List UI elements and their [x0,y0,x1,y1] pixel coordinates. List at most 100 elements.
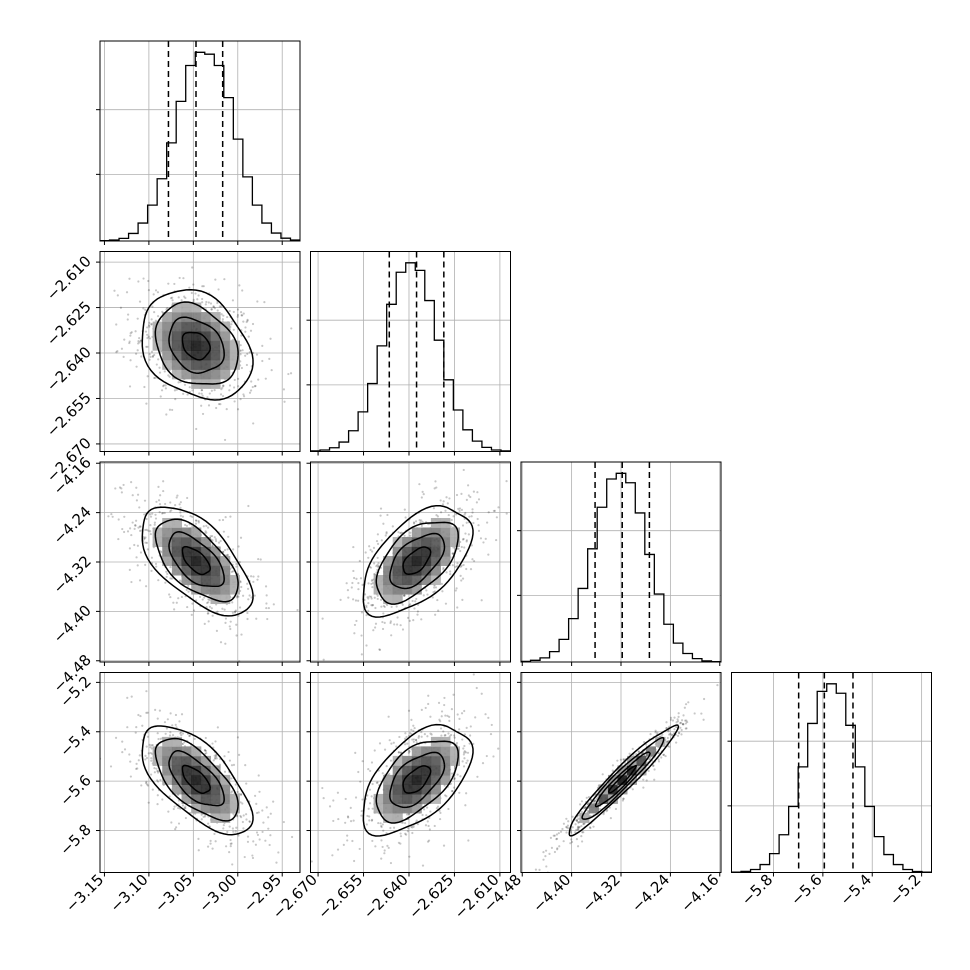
scatter-point [213,536,216,539]
contour-line [375,521,459,605]
scatter-point [561,827,564,831]
scatter-point [211,534,214,538]
scatter-point [437,609,440,612]
scatter-point [225,408,228,411]
scatter-point [149,746,152,749]
scatter-point [332,819,335,823]
scatter-point [676,718,679,721]
scatter-point [365,823,368,826]
scatter-point [364,551,367,554]
scatter-point [163,721,167,724]
scatter-point [686,720,689,724]
contours [362,723,474,837]
scatter-point [652,764,655,767]
scatter-point [358,847,361,851]
density-cell [210,594,221,605]
density-cell [430,537,441,548]
scatter-point [251,385,254,389]
scatter-point [179,506,182,509]
scatter-point [204,749,208,753]
scatter-point [256,833,260,837]
density-cell [181,793,192,804]
scatter-point [665,721,668,724]
scatter-point [399,835,403,838]
scatter-point [461,738,464,741]
density-cell [229,575,240,586]
scatter-point [538,868,541,871]
scatter-point [376,533,379,536]
scatter-point [435,486,438,489]
scatter-point [442,844,446,847]
scatter-point [455,513,458,516]
density-cell [191,340,202,351]
scatter-point [465,792,468,795]
density-cell [162,517,173,528]
scatter-point [141,724,144,727]
scatter-point [161,511,165,515]
scatter-point [480,692,483,695]
scatter-point [366,794,369,797]
density-cell [383,803,394,814]
scatter-point [210,308,213,311]
density-cell [392,803,403,814]
contours [141,725,254,836]
density-cell [152,537,163,548]
scatter-point [130,481,133,484]
scatter-point [412,724,415,727]
scatter-point [183,383,187,386]
contour-line [608,764,638,794]
scatter-point [129,527,132,530]
scatter-point [239,801,242,804]
scatter-point [433,487,436,490]
scatter-point [123,748,127,751]
scatter-point [191,515,194,519]
scatter-point [679,726,682,729]
scatter-point [239,793,243,796]
scatter-point [444,733,447,737]
scatter-point [229,838,232,842]
scatter-point [429,810,432,813]
scatter-point [352,569,355,573]
scatter-point [222,384,225,388]
scatter-point [453,734,456,737]
scatter-point [413,607,416,610]
scatter-point [359,577,363,580]
scatter-point [450,708,454,711]
scatter-point [375,539,379,543]
scatter-point [444,714,447,717]
scatter-point [165,308,168,311]
scatter-point [234,783,237,786]
scatter-point [267,606,270,610]
scatter-point [354,599,358,602]
scatter-point [419,521,422,524]
scatter-point [469,568,473,571]
scatter-point [578,825,581,829]
scatter-point [497,506,500,509]
scatter-point [175,826,178,829]
scatter-point [377,562,380,565]
scatter-point [389,621,392,625]
scatter-point [163,511,166,515]
scatter-point [244,354,247,357]
density-cell [402,755,413,766]
density-cell [200,369,211,380]
scatter-point [680,733,683,736]
scatter-point [121,527,124,531]
scatter-point [142,307,145,310]
scatter-point [138,506,141,509]
scatter-point [135,499,139,502]
scatter-point [550,846,554,849]
scatter-point [380,857,383,860]
scatter-point [490,723,493,727]
scatter-point [188,386,191,389]
scatter-point [412,619,415,622]
scatter-point [472,742,475,745]
density-cell [440,556,451,567]
scatter-point [425,589,428,592]
scatter-point [146,711,149,714]
scatter-point [367,807,370,810]
scatter-point [230,570,233,573]
density-cell [421,784,432,795]
scatter-point [428,828,431,831]
scatter-point [250,380,253,383]
